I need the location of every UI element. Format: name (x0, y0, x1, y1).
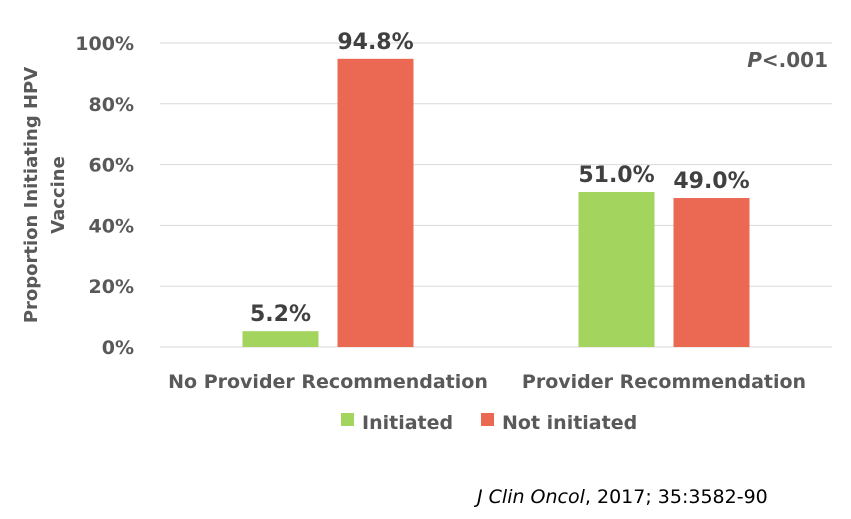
source-journal: J Clin Oncol (473, 486, 586, 508)
y-tick-label: 80% (89, 94, 134, 116)
bar-not-initiated (673, 198, 750, 347)
category-labels: No Provider Recommendation Provider Recom… (168, 371, 806, 393)
bar-initiated (242, 331, 319, 347)
y-tick-label: 0% (102, 337, 134, 359)
y-tick-label: 60% (89, 155, 134, 177)
source-details: , 2017; 35:3582-90 (585, 486, 768, 508)
y-tick-label: 100% (75, 33, 134, 55)
legend-swatch-initiated (341, 413, 354, 426)
p-letter: P (747, 48, 762, 72)
y-axis-label-line-1: Proportion Initiating HPV (21, 67, 42, 323)
y-tick-label: 20% (89, 276, 134, 298)
source-citation: J Clin Oncol, 2017; 35:3582-90 (473, 486, 768, 508)
data-label: 94.8% (337, 30, 413, 55)
legend-label-not-initiated: Not initiated (502, 412, 637, 434)
data-label: 49.0% (673, 169, 749, 194)
data-label: 5.2% (250, 302, 311, 327)
legend: Initiated Not initiated (341, 412, 637, 434)
legend-label-initiated: Initiated (362, 412, 453, 434)
bar-initiated (578, 191, 655, 347)
p-value: <.001 (762, 48, 828, 72)
category-label: Provider Recommendation (522, 371, 806, 393)
y-axis-label-line-2: Vaccine (48, 156, 69, 234)
data-label: 51.0% (578, 163, 654, 188)
p-value-annotation: P<.001 (747, 48, 828, 72)
legend-swatch-not-initiated (481, 413, 494, 426)
bars: 5.2% 94.8% 51.0% 49.0% (242, 30, 750, 348)
y-tick-labels: 0% 20% 40% 60% 80% 100% (75, 33, 134, 359)
bar-not-initiated (337, 58, 414, 348)
category-label: No Provider Recommendation (168, 371, 488, 393)
y-tick-label: 40% (89, 215, 134, 237)
